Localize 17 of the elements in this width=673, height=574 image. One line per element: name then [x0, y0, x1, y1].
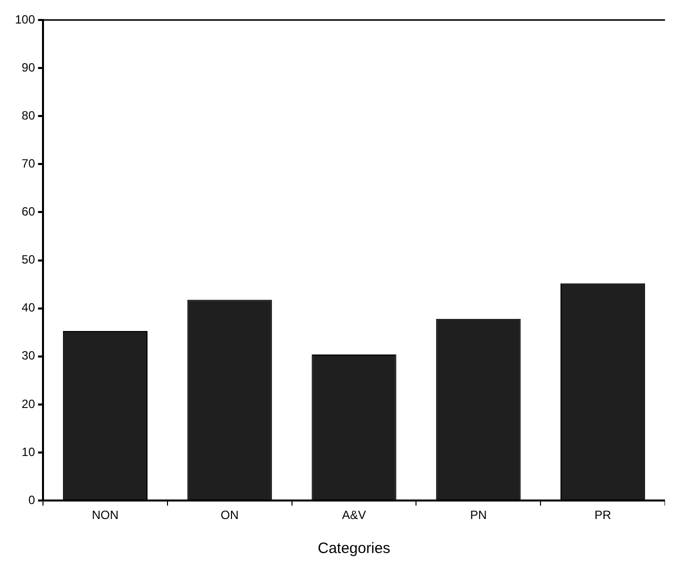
y-tick-label: 80 [22, 108, 36, 122]
x-tick-label: PN [470, 508, 487, 522]
y-tick-label: 10 [22, 444, 36, 459]
y-tick-label: 30 [22, 348, 36, 363]
x-tick-label: ON [220, 508, 239, 522]
x-tick-label: A&V [342, 508, 366, 522]
y-tick-label: 100 [14, 12, 36, 26]
y-tick-label: 50 [22, 252, 36, 267]
x-tick-label: NON [92, 508, 119, 522]
y-tick-label: 70 [22, 156, 36, 170]
x-axis-title: Categories [318, 540, 390, 558]
y-tick-label: 40 [22, 300, 36, 315]
y-tick-label: 20 [22, 396, 36, 411]
y-tick-label: 60 [22, 204, 36, 219]
y-tick-label: 90 [22, 60, 36, 74]
y-tick-label: 0 [28, 492, 36, 507]
x-tick-label: PR [594, 508, 612, 522]
